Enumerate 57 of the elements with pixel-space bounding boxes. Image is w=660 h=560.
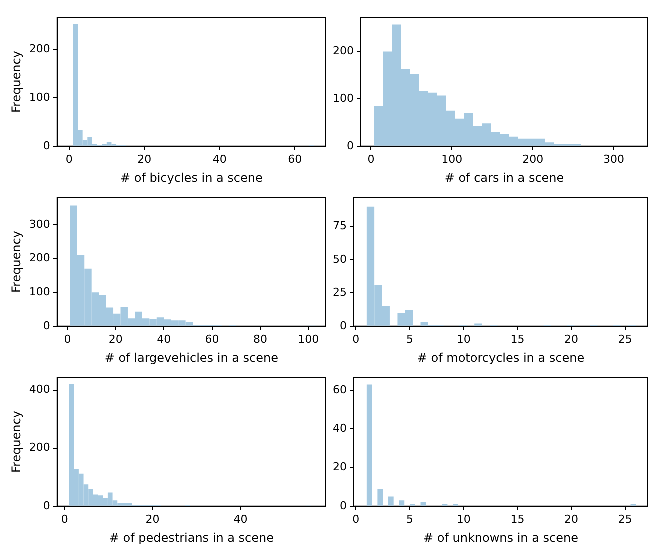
y-axis-title: Frequency bbox=[9, 51, 24, 113]
y-tick-label: 50 bbox=[332, 252, 347, 266]
y-tick-label: 100 bbox=[332, 92, 354, 105]
x-tick-label: 0 bbox=[64, 332, 72, 346]
y-tick-label: 0 bbox=[43, 499, 50, 512]
x-tick-label: 200 bbox=[522, 152, 544, 166]
y-tick-label: 0 bbox=[340, 499, 347, 512]
y-tick-label: 0 bbox=[43, 139, 50, 152]
x-tick-label: 60 bbox=[205, 332, 220, 346]
x-tick-label: 20 bbox=[564, 512, 579, 526]
y-tick-label: 0 bbox=[346, 139, 354, 152]
x-tick-label: 40 bbox=[157, 332, 172, 346]
x-tick-label: 25 bbox=[618, 512, 632, 526]
x-tick-label: 10 bbox=[456, 332, 471, 346]
x-tick-label: 20 bbox=[146, 512, 160, 526]
x-tick-label: 5 bbox=[406, 512, 414, 526]
y-tick-label: 60 bbox=[332, 383, 347, 396]
y-axis-title: Frequency bbox=[9, 411, 24, 473]
y-tick-label: 0 bbox=[43, 319, 50, 332]
y-tick-label: 200 bbox=[332, 44, 354, 58]
x-axis-title: # of cars in a scene bbox=[444, 170, 564, 185]
x-tick-label: 80 bbox=[253, 332, 268, 346]
x-tick-label: 100 bbox=[298, 332, 320, 346]
y-tick-label: 100 bbox=[29, 285, 50, 298]
x-tick-label: 5 bbox=[406, 332, 414, 346]
x-tick-label: 15 bbox=[510, 332, 525, 346]
x-tick-label: 40 bbox=[212, 152, 227, 166]
y-tick-label: 300 bbox=[29, 218, 50, 231]
x-tick-label: 100 bbox=[442, 152, 463, 166]
x-axis-title: # of largevehicles in a scene bbox=[104, 350, 279, 365]
x-tick-label: 0 bbox=[66, 152, 73, 166]
x-tick-label: 15 bbox=[510, 512, 525, 526]
x-axis-title: # of pedestrians in a scene bbox=[109, 530, 274, 545]
x-tick-label: 300 bbox=[604, 152, 625, 166]
y-tick-label: 100 bbox=[29, 90, 50, 104]
x-tick-label: 0 bbox=[61, 512, 68, 526]
x-axis-title: # of unknowns in a scene bbox=[424, 530, 578, 545]
y-tick-label: 400 bbox=[29, 383, 50, 396]
y-tick-label: 25 bbox=[332, 286, 347, 300]
x-tick-label: 0 bbox=[368, 152, 375, 166]
x-tick-label: 20 bbox=[564, 332, 579, 346]
x-tick-label: 10 bbox=[456, 512, 471, 526]
x-axis-title: # of bicycles in a scene bbox=[120, 170, 263, 185]
x-tick-label: 20 bbox=[138, 152, 152, 166]
y-axis-title: Frequency bbox=[9, 231, 24, 293]
y-tick-label: 200 bbox=[29, 252, 50, 265]
y-tick-label: 0 bbox=[340, 319, 347, 332]
y-tick-label: 20 bbox=[332, 460, 347, 474]
x-axis-title: # of motorcycles in a scene bbox=[417, 350, 585, 365]
x-tick-label: 40 bbox=[234, 512, 248, 526]
y-tick-label: 200 bbox=[29, 441, 50, 454]
x-tick-label: 25 bbox=[618, 332, 632, 346]
y-tick-label: 200 bbox=[29, 42, 50, 56]
x-tick-label: 60 bbox=[288, 152, 302, 166]
y-tick-label: 40 bbox=[332, 422, 347, 436]
x-tick-label: 20 bbox=[108, 332, 123, 346]
y-tick-label: 75 bbox=[332, 220, 347, 233]
